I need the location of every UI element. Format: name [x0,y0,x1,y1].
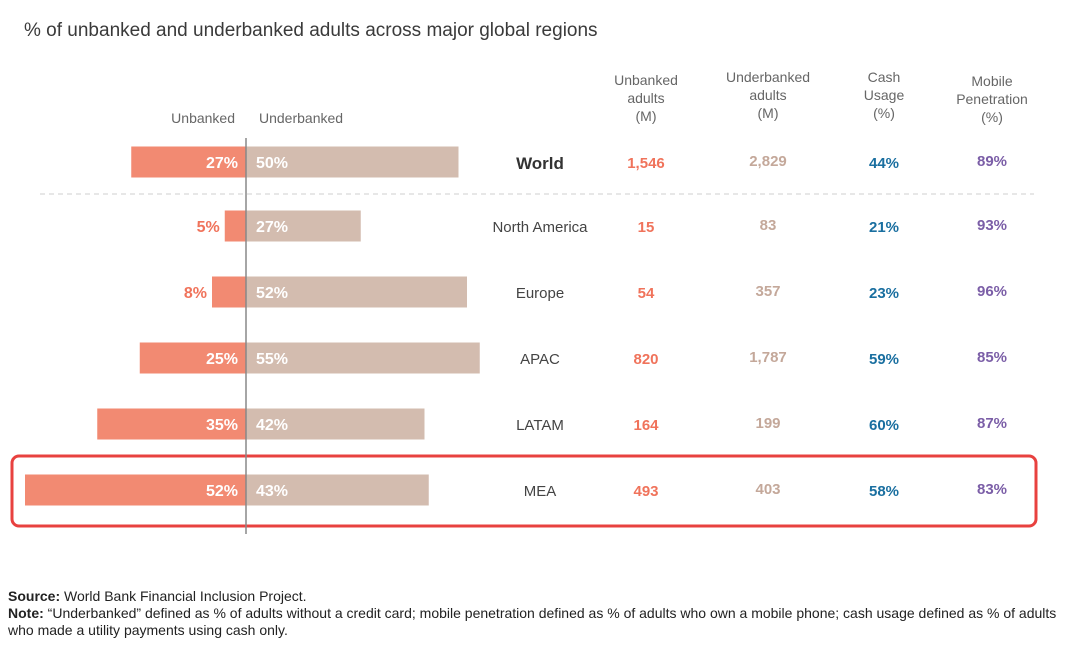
unbanked-bar-header: Unbanked [171,110,235,126]
note-label: Note: [8,605,44,621]
source-line: Source: World Bank Financial Inclusion P… [8,588,1068,605]
mobile-penetration-value: 96% [977,283,1007,300]
unbanked-pct-label: 35% [206,417,238,434]
underbanked-adults-header-line: (M) [758,105,779,121]
underbanked-bar [246,408,425,440]
source-text: World Bank Financial Inclusion Project. [60,588,307,604]
mobile-penetration-value: 89% [977,153,1007,170]
chart-title: % of unbanked and underbanked adults acr… [24,20,598,41]
region-label: North America [492,219,588,236]
underbanked-bar [246,342,480,374]
unbanked-bar [224,210,246,242]
region-label: APAC [520,351,560,368]
region-label: MEA [524,483,557,500]
unbanked-adults-value: 1,546 [627,155,665,172]
underbanked-adults-value: 357 [755,283,780,300]
mobile-penetration-header-line: Penetration [956,91,1028,107]
region-label: World [516,154,564,173]
mobile-penetration-header-line: (%) [981,109,1003,125]
mobile-penetration-header-line: Mobile [971,73,1012,89]
source-label: Source: [8,588,61,604]
cash-usage-header-line: (%) [873,105,895,121]
underbanked-bar-header: Underbanked [259,110,343,126]
mobile-penetration-value: 83% [977,481,1007,498]
underbanked-bar [246,146,459,178]
cash-usage-value: 59% [869,351,899,368]
unbanked-pct-label: 27% [206,155,238,172]
unbanked-adults-header-line: adults [627,90,664,106]
chart-footer: Source: World Bank Financial Inclusion P… [8,588,1068,639]
underbanked-adults-value: 2,829 [749,153,787,170]
mobile-penetration-value: 85% [977,349,1007,366]
underbanked-adults-header-line: Underbanked [726,69,810,85]
cash-usage-value: 23% [869,285,899,302]
underbanked-adults-value: 403 [755,481,780,498]
unbanked-adults-value: 820 [633,351,658,368]
unbanked-adults-value: 164 [633,417,659,434]
cash-usage-header-line: Usage [864,87,905,103]
underbanked-pct-label: 50% [256,155,288,172]
cash-usage-value: 44% [869,155,899,172]
underbanked-pct-label: 43% [256,483,288,500]
mobile-penetration-value: 87% [977,415,1007,432]
note-text: “Underbanked” defined as % of adults wit… [8,605,1057,638]
unbanked-adults-value: 54 [638,285,655,302]
region-label: Europe [516,285,564,302]
highlight-box [10,454,1038,528]
cash-usage-value: 58% [869,483,899,500]
underbanked-adults-value: 199 [755,415,780,432]
underbanked-pct-label: 27% [256,219,288,236]
unbanked-adults-value: 15 [638,219,655,236]
cash-usage-value: 60% [869,417,899,434]
unbanked-bar [131,146,246,178]
unbanked-bar [139,342,246,374]
cash-usage-value: 21% [869,219,899,236]
note-line: Note: “Underbanked” defined as % of adul… [8,605,1068,639]
unbanked-pct-label: 52% [206,483,238,500]
mobile-penetration-value: 93% [977,217,1007,234]
unbanked-adults-header-line: Unbanked [614,72,678,88]
underbanked-bar [246,210,361,242]
underbanked-pct-label: 52% [256,285,288,302]
unbanked-pct-label: 5% [197,219,220,236]
unbanked-bar [25,474,246,506]
underbanked-pct-label: 42% [256,417,288,434]
underbanked-bar [246,276,467,308]
underbanked-adults-header-line: adults [749,87,786,103]
unbanked-pct-label: 8% [184,285,207,302]
underbanked-pct-label: 55% [256,351,288,368]
unbanked-pct-label: 25% [206,351,238,368]
cash-usage-header-line: Cash [868,69,901,85]
chart-canvas: Unbanked Underbanked Unbanked adults (M) Unde… [10,69,1038,534]
region-label: LATAM [516,417,564,434]
unbanked-adults-value: 493 [633,483,658,500]
underbanked-adults-value: 1,787 [749,349,787,366]
underbanked-adults-value: 83 [760,217,777,234]
underbanked-bar [246,474,429,506]
unbanked-adults-header-line: (M) [636,108,657,124]
unbanked-bar [212,276,246,308]
unbanked-bar [97,408,246,440]
